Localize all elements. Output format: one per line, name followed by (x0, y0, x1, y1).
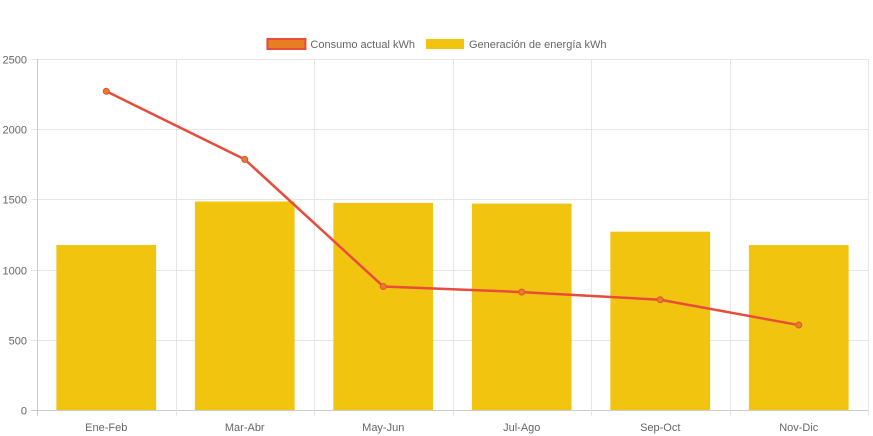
axes: 0 500 1000 1500 2000 2500 Ene-Feb Mar-Abr May-Ju… (3, 55, 819, 435)
line-point[interactable] (656, 296, 664, 304)
x-tick-label: Jul-Ago (503, 422, 540, 434)
bar[interactable] (333, 202, 434, 410)
bar[interactable] (56, 245, 157, 410)
bar-series (56, 201, 849, 410)
bar[interactable] (471, 203, 572, 410)
y-tick-label: 2000 (3, 125, 27, 137)
line-point[interactable] (241, 155, 249, 163)
bar[interactable] (610, 231, 711, 410)
y-tick-label: 2500 (3, 55, 27, 67)
line-series (102, 87, 803, 329)
x-tick-label: Nov-Dic (779, 422, 819, 434)
grid-lines (31, 59, 869, 416)
x-tick-label: Sep-Oct (640, 422, 680, 434)
legend-label-consumo[interactable]: Consumo actual kWh (310, 39, 415, 51)
y-tick-label: 500 (9, 336, 27, 348)
y-tick-label: 0 (21, 406, 27, 418)
bar[interactable] (194, 201, 295, 410)
y-tick-label: 1500 (3, 195, 27, 207)
x-tick-label: Ene-Feb (85, 422, 127, 434)
line-path (105, 90, 799, 327)
x-tick-label: Mar-Abr (225, 422, 265, 434)
line-point[interactable] (379, 282, 387, 290)
x-tick-label: May-Jun (362, 422, 404, 434)
legend-label-generacion[interactable]: Generación de energía kWh (469, 39, 607, 51)
legend-swatch-generacion[interactable] (425, 39, 464, 49)
legend: Consumo actual kWh Generación de energía … (266, 38, 607, 51)
legend-swatch-consumo[interactable] (266, 38, 307, 50)
line-point[interactable] (102, 87, 110, 95)
line-point[interactable] (518, 288, 526, 296)
y-tick-label: 1000 (3, 266, 27, 278)
line-point[interactable] (795, 321, 803, 329)
